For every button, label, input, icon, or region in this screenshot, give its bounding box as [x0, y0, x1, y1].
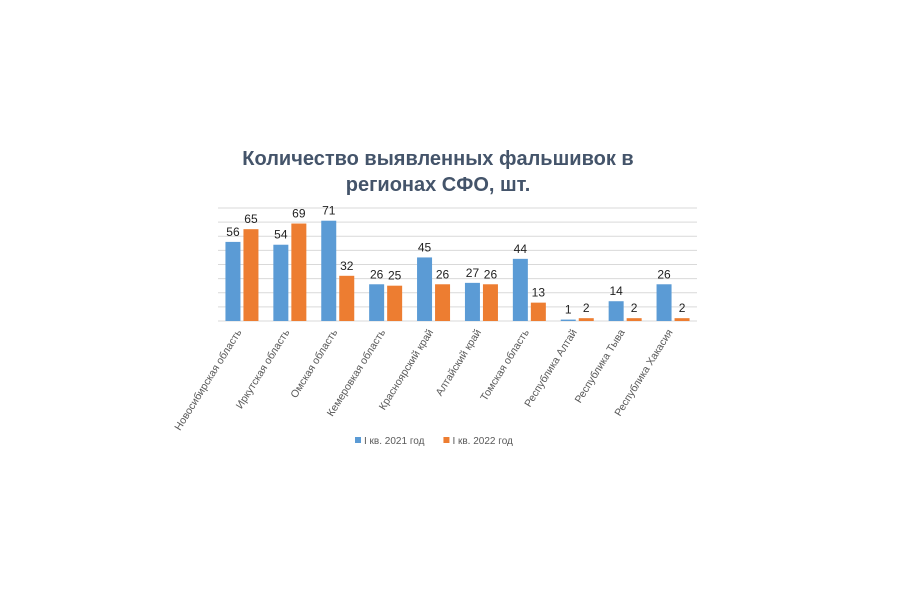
value-label: 2 — [631, 301, 638, 315]
value-label: 25 — [388, 269, 402, 283]
bar — [608, 301, 624, 321]
legend-swatch — [355, 437, 361, 443]
value-label: 26 — [657, 267, 671, 281]
bar — [482, 284, 498, 321]
bar — [369, 284, 385, 321]
x-tick-label: Красноярский край — [377, 327, 436, 412]
value-label: 26 — [436, 267, 450, 281]
value-label: 1 — [565, 303, 572, 317]
value-label: 14 — [609, 284, 623, 298]
x-tick-label: Новосибирская область — [172, 327, 244, 433]
bar — [417, 257, 433, 321]
bar — [674, 318, 690, 321]
legend-label: I кв. 2021 год — [364, 436, 425, 447]
x-tick-label: Омская область — [288, 327, 340, 401]
bar — [560, 319, 576, 321]
value-label: 65 — [244, 212, 258, 226]
value-label: 26 — [484, 267, 498, 281]
value-label: 2 — [679, 301, 686, 315]
bar — [387, 285, 403, 321]
value-label: 54 — [274, 228, 288, 242]
value-label: 2 — [583, 301, 590, 315]
bar — [273, 244, 289, 321]
bar — [435, 284, 451, 321]
x-tick-label: Томская область — [478, 327, 532, 403]
x-tick-label: Алтайский край — [433, 327, 484, 398]
value-label: 71 — [322, 204, 336, 218]
bar — [339, 275, 355, 321]
bar — [530, 302, 546, 321]
bar — [291, 223, 307, 321]
x-tick-label: Республика Алтай — [522, 327, 580, 409]
chart-title: Количество выявленных фальшивок в регион… — [242, 148, 634, 196]
value-label: 26 — [370, 267, 384, 281]
value-label: 13 — [532, 286, 546, 300]
value-label: 32 — [340, 259, 354, 273]
legend-swatch — [443, 437, 450, 443]
bar — [464, 282, 480, 321]
bar — [626, 318, 642, 321]
bar — [321, 220, 337, 321]
value-label: 69 — [292, 207, 306, 221]
value-label: 45 — [418, 240, 432, 254]
value-label: 44 — [514, 242, 528, 256]
value-label: 27 — [466, 266, 480, 280]
bar — [656, 284, 672, 321]
bar — [243, 229, 259, 321]
bar — [225, 241, 241, 321]
legend-label: I кв. 2022 год — [452, 436, 513, 447]
x-tick-label: Иркутская область — [234, 327, 293, 411]
bar — [578, 318, 594, 321]
bar — [512, 258, 528, 321]
value-label: 56 — [226, 225, 240, 239]
x-tick-label: Республика Тыва — [573, 327, 628, 405]
